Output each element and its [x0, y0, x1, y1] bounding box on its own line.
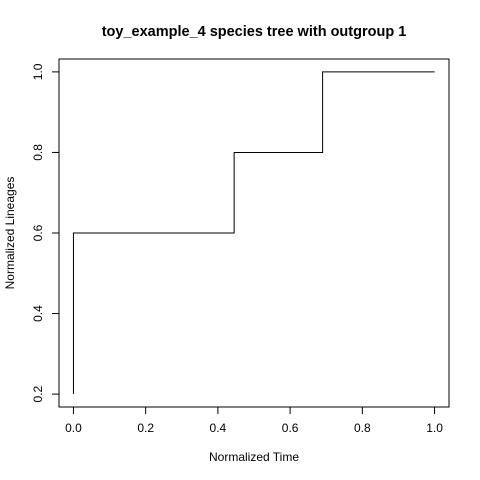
y-tick-label: 0.2 [31, 385, 45, 402]
y-tick-label: 0.6 [31, 224, 45, 241]
x-tick-label: 1.0 [426, 421, 443, 435]
x-tick-label: 0.4 [210, 421, 227, 435]
y-axis-label: Normalized Lineages [3, 177, 17, 290]
x-tick-label: 0.2 [137, 421, 154, 435]
y-tick-label: 0.4 [31, 305, 45, 322]
x-axis: 0.0 0.2 0.4 0.6 0.8 1.0 [65, 407, 443, 435]
y-tick-label: 0.8 [31, 144, 45, 161]
chart-title: toy_example_4 species tree with outgroup… [102, 24, 407, 40]
y-tick-label: 1.0 [31, 63, 45, 80]
x-tick-label: 0.6 [282, 421, 299, 435]
y-axis: 0.2 0.4 0.6 0.8 1.0 [31, 63, 59, 402]
series-step-line [72, 71, 435, 395]
x-tick-label: 0.0 [65, 421, 82, 435]
x-tick-label: 0.8 [354, 421, 371, 435]
x-axis-label: Normalized Time [209, 450, 299, 464]
